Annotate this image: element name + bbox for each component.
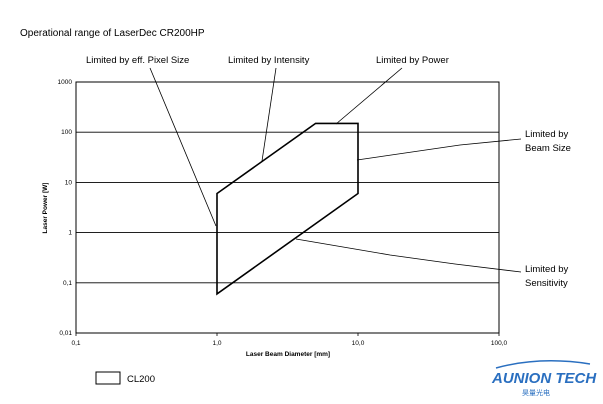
y-tick-label: 10 — [65, 179, 73, 186]
aunion-tech-logo: AUNION TECH 昊量光电 — [491, 360, 597, 397]
y-tick-label: 1000 — [58, 79, 73, 86]
x-tick-label: 10,0 — [352, 340, 365, 347]
leader-sensitivity — [295, 238, 522, 273]
annotation-power: Limited by Power — [376, 55, 449, 66]
leader-pixel-size — [149, 67, 217, 227]
legend-swatch-cl200 — [95, 371, 121, 385]
annotation-sensitivity-line2: Sensitivity — [525, 278, 568, 289]
x-tick-label: 1,0 — [212, 340, 221, 347]
annotation-beam-size-line1: Limited by — [525, 129, 569, 140]
y-tick-label: 0,1 — [63, 280, 72, 287]
y-tick-label: 100 — [61, 129, 72, 136]
chart-title: Operational range of LaserDec CR200HP — [20, 28, 205, 39]
leader-power — [335, 67, 403, 125]
y-tick-label: 0,01 — [59, 330, 72, 337]
annotation-intensity: Limited by Intensity — [228, 55, 310, 66]
logo-swoosh — [495, 360, 591, 369]
svg-text:昊量光电: 昊量光电 — [522, 388, 550, 397]
plot-frame — [75, 81, 500, 334]
annotation-beam-size-line2: Beam Size — [525, 143, 571, 154]
plot-area: 1000 100 10 1 0,1 0,01 0,1 1,0 10,0 100,0 — [58, 79, 508, 347]
leader-intensity — [261, 67, 277, 162]
y-tick-label: 1 — [68, 230, 72, 237]
annotation-pixel-size: Limited by eff. Pixel Size — [86, 55, 189, 66]
x-tick-label: 100,0 — [491, 340, 508, 347]
svg-text:AUNION TECH: AUNION TECH — [491, 370, 597, 387]
x-axis-label: Laser Beam Diameter [mm] — [246, 351, 330, 358]
leader-beam-size — [356, 138, 522, 161]
annotation-sensitivity-line1: Limited by — [525, 264, 569, 275]
y-axis-label: Laser Power [W] — [42, 183, 49, 234]
legend-label-cl200: CL200 — [127, 374, 155, 385]
x-tick-label: 0,1 — [71, 340, 80, 347]
series-cl200-region — [216, 122, 359, 296]
